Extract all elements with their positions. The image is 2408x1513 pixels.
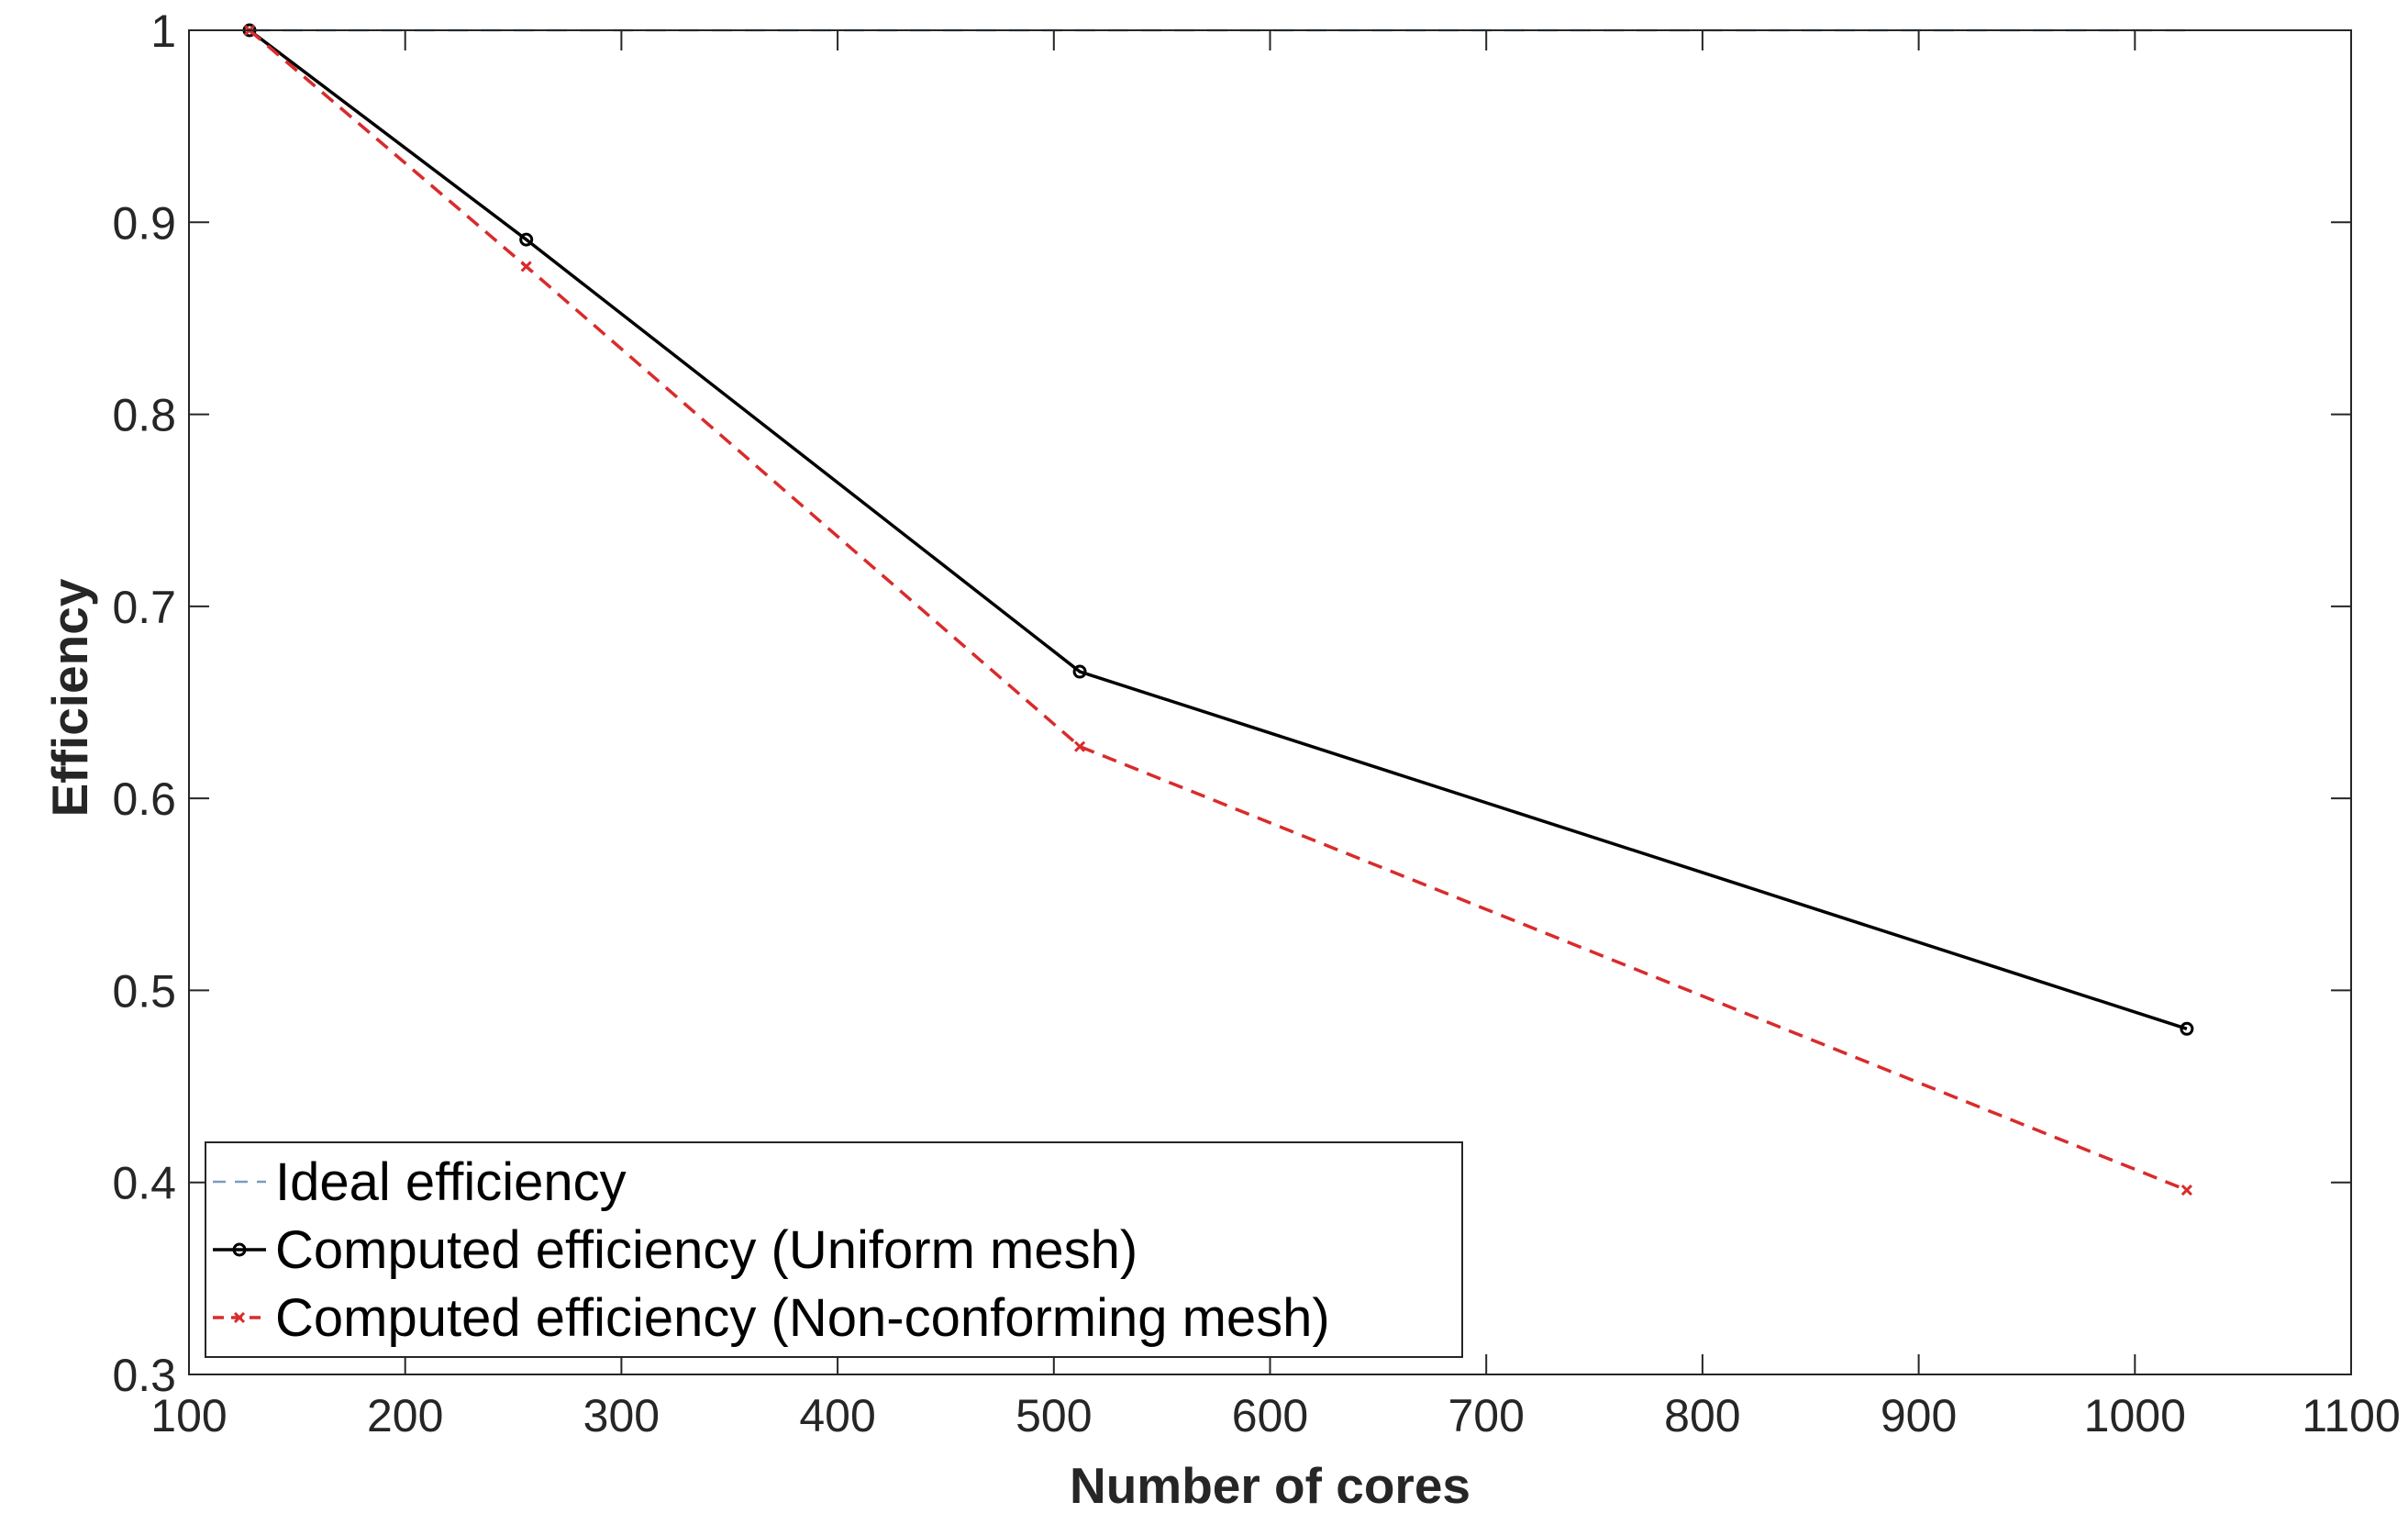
legend-box <box>205 1141 1463 1358</box>
y-tick-label: 0.4 <box>112 1158 176 1209</box>
legend-marker <box>233 1311 246 1324</box>
x-tick-label: 400 <box>799 1390 875 1441</box>
data-point <box>519 232 534 247</box>
y-tick-label: 0.6 <box>112 773 176 825</box>
y-axis-title: Efficiency <box>41 578 98 817</box>
data-point <box>1072 664 1087 679</box>
x-tick-label: 300 <box>583 1390 660 1441</box>
x-tick-label: 1000 <box>2084 1390 2186 1441</box>
y-tick-label: 0.9 <box>112 197 176 249</box>
data-point <box>2181 1185 2192 1196</box>
data-point <box>2180 1021 2194 1036</box>
x-tick-label: 800 <box>1664 1390 1740 1441</box>
x-tick-label: 1100 <box>2302 1390 2401 1441</box>
data-point <box>520 261 532 273</box>
series-line-2 <box>248 28 2188 1030</box>
x-tick-label: 100 <box>150 1390 227 1441</box>
legend-marker <box>232 1242 247 1257</box>
x-tick-label: 200 <box>367 1390 443 1441</box>
y-tick-label: 0.7 <box>112 582 176 633</box>
x-tick-label: 500 <box>1015 1390 1092 1441</box>
legend-label-2: Computed efficiency (Uniform mesh) <box>275 1220 1137 1280</box>
legend-label-3: Computed efficiency (Non-conforming mesh… <box>275 1288 1330 1348</box>
x-tick-label: 600 <box>1232 1390 1308 1441</box>
y-tick-label: 0.5 <box>112 965 176 1017</box>
x-tick-label: 700 <box>1448 1390 1524 1441</box>
x-axis-title: Number of cores <box>1070 1457 1470 1513</box>
series-line-3 <box>248 28 2188 1192</box>
x-tick-label: 900 <box>1881 1390 1957 1441</box>
axes: 100 200 300 400 500 600 700 800 900 1000 1100 0.3 0.… <box>112 6 2400 1441</box>
legend-label-1: Ideal efficiency <box>275 1152 627 1212</box>
plot-area <box>242 23 2194 1196</box>
y-tick-label: 0.3 <box>112 1350 176 1401</box>
y-tick-label: 1 <box>150 6 176 57</box>
data-point <box>1074 740 1086 752</box>
y-tick-label: 0.8 <box>112 390 176 441</box>
legend: Ideal efficiency Computed efficiency (Uni… <box>205 1141 1463 1358</box>
